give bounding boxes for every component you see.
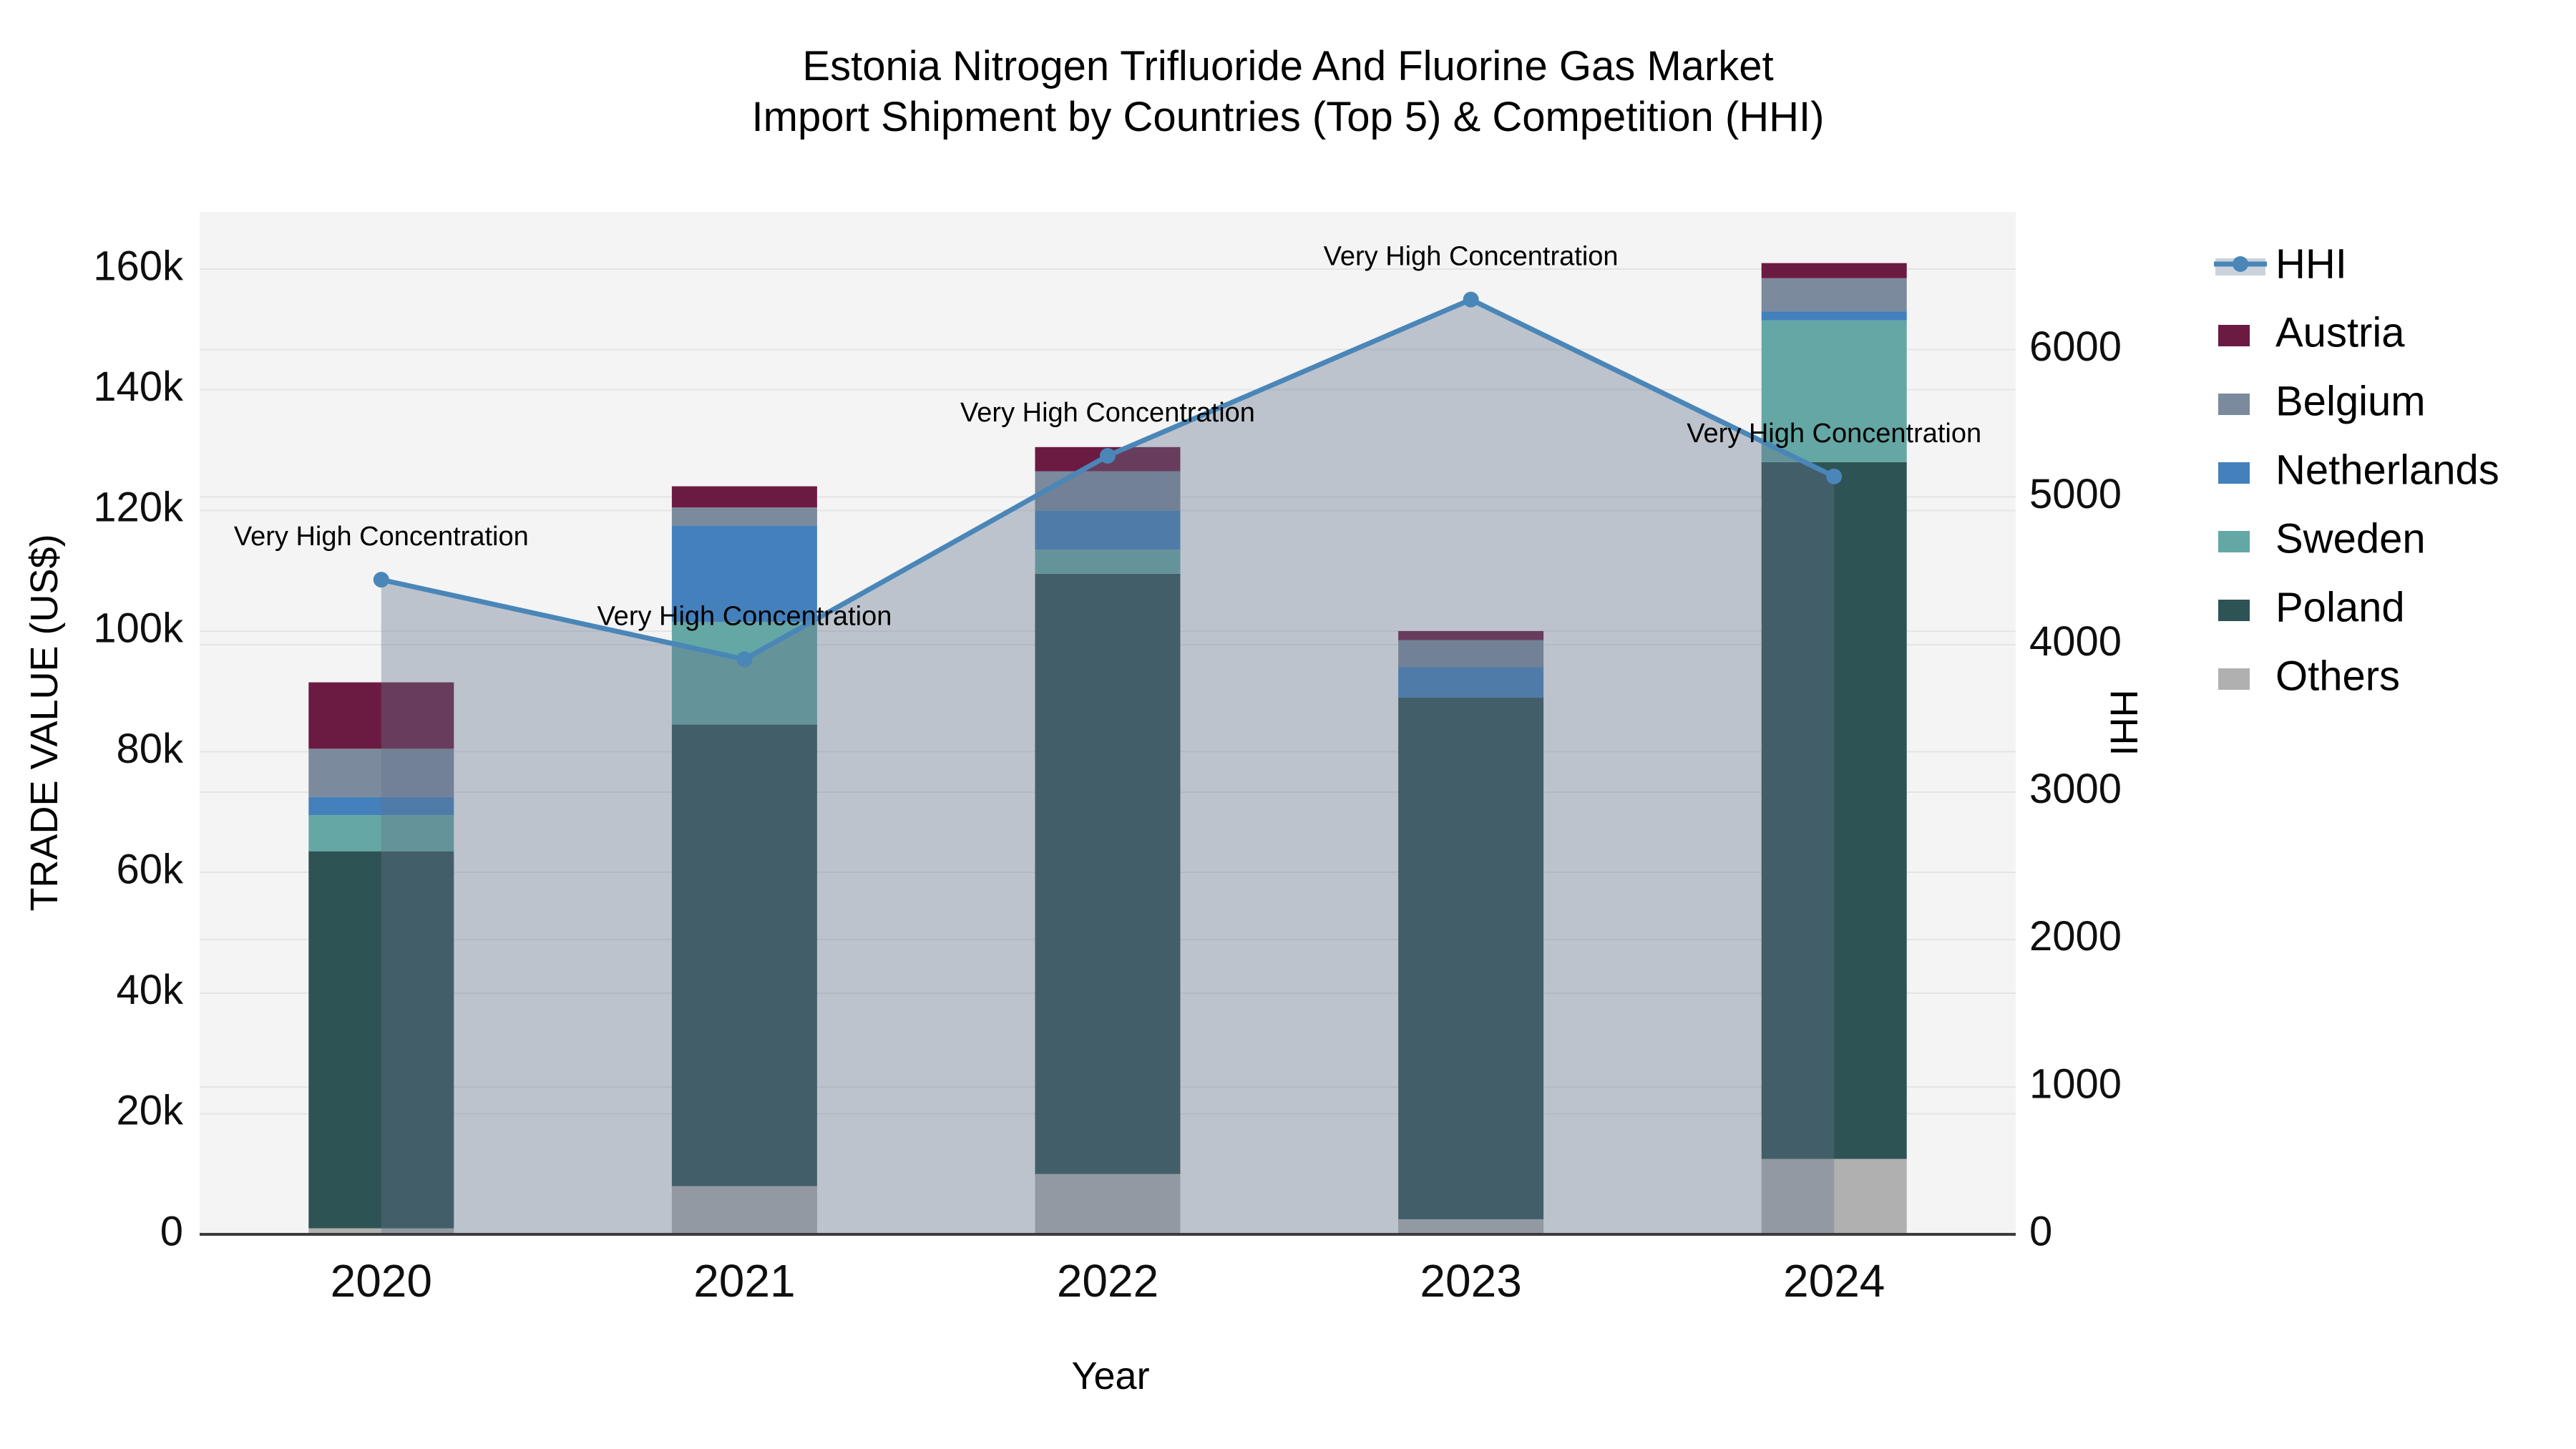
- hhi-marker-2024[interactable]: [1826, 468, 1843, 484]
- legend-swatch-belgium: [2218, 394, 2250, 415]
- bar-2020-others[interactable]: [308, 1228, 454, 1234]
- bar-2021-austria[interactable]: [671, 486, 817, 508]
- y-left-axis-title: TRADE VALUE (US$): [23, 534, 66, 912]
- legend-label-poland: Poland: [2275, 584, 2405, 630]
- x-tick-2022: 2022: [1057, 1255, 1158, 1307]
- bar-2020-sweden[interactable]: [308, 815, 454, 852]
- y-left-tick-160k: 160k: [93, 243, 184, 289]
- legend-item-hhi[interactable]: HHI: [2214, 240, 2347, 287]
- y-right-tick-6000: 6000: [2029, 323, 2122, 370]
- bar-2020-austria[interactable]: [308, 682, 454, 749]
- legend-item-austria[interactable]: Austria: [2218, 309, 2405, 356]
- bar-2024-austria[interactable]: [1761, 263, 1907, 278]
- legend-swatch-sweden: [2218, 531, 2250, 552]
- hhi-marker-2023[interactable]: [1463, 291, 1479, 308]
- bar-2024-others[interactable]: [1761, 1158, 1907, 1234]
- y-right-tick-0: 0: [2029, 1208, 2052, 1254]
- y-right-tick-3000: 3000: [2029, 766, 2122, 812]
- bar-2023-poland[interactable]: [1398, 697, 1544, 1219]
- x-tick-2020: 2020: [331, 1255, 432, 1307]
- bar-2024-netherlands[interactable]: [1761, 311, 1907, 321]
- bar-2020-belgium[interactable]: [308, 748, 454, 797]
- legend-item-netherlands[interactable]: Netherlands: [2218, 447, 2499, 493]
- y-left-tick-100k: 100k: [93, 605, 184, 651]
- chart-title: Estonia Nitrogen Trifluoride And Fluorin…: [0, 42, 2576, 143]
- y-right-tick-4000: 4000: [2029, 618, 2122, 665]
- legend-item-sweden[interactable]: Sweden: [2218, 515, 2426, 562]
- bar-2020-netherlands[interactable]: [308, 796, 454, 816]
- legend-item-poland[interactable]: Poland: [2218, 584, 2405, 630]
- legend-label-others: Others: [2275, 653, 2400, 699]
- bar-2021-netherlands[interactable]: [671, 525, 817, 623]
- y-right-tick-2000: 2000: [2029, 913, 2122, 960]
- x-tick-2024: 2024: [1783, 1255, 1885, 1307]
- bar-2021-sweden[interactable]: [671, 622, 817, 725]
- legend-label-austria: Austria: [2275, 309, 2405, 356]
- legend-swatch-austria: [2218, 325, 2250, 346]
- y-left-tick-60k: 60k: [116, 846, 184, 892]
- hhi-marker-2020[interactable]: [373, 572, 389, 588]
- hhi-marker-2022[interactable]: [1100, 448, 1116, 464]
- y-left-tick-40k: 40k: [116, 967, 184, 1013]
- annotation-2023: Very High Concentration: [1324, 242, 1619, 272]
- bar-2022-others[interactable]: [1035, 1174, 1181, 1234]
- hhi-marker-2021[interactable]: [736, 651, 753, 668]
- bar-2022-sweden[interactable]: [1035, 550, 1181, 574]
- hhi-area-fill: [381, 299, 1835, 1234]
- y-right-tick-5000: 5000: [2029, 471, 2122, 517]
- y-left-tick-80k: 80k: [116, 726, 184, 772]
- y-left-tick-140k: 140k: [93, 364, 184, 410]
- legend-swatch-others: [2218, 668, 2250, 690]
- legend-item-others[interactable]: Others: [2218, 653, 2400, 699]
- legend-label-belgium: Belgium: [2275, 378, 2426, 424]
- y-left-tick-20k: 20k: [116, 1088, 184, 1134]
- annotation-2020: Very High Concentration: [234, 522, 529, 552]
- y-left-tick-120k: 120k: [93, 484, 184, 531]
- bar-2024-belgium[interactable]: [1761, 278, 1907, 312]
- bar-2023-belgium[interactable]: [1398, 640, 1544, 668]
- x-tick-2021: 2021: [693, 1255, 795, 1307]
- bar-2023-others[interactable]: [1398, 1219, 1544, 1234]
- bar-2021-poland[interactable]: [671, 724, 817, 1186]
- legend-hhi-marker-swatch: [2233, 256, 2248, 272]
- legend-item-belgium[interactable]: Belgium: [2218, 378, 2426, 424]
- annotation-2021: Very High Concentration: [597, 601, 892, 631]
- bar-2021-others[interactable]: [671, 1186, 817, 1234]
- bar-2024-sweden[interactable]: [1761, 320, 1907, 462]
- bar-2023-netherlands[interactable]: [1398, 667, 1544, 698]
- bar-2024-poland[interactable]: [1761, 462, 1907, 1159]
- chart-title-line1: Estonia Nitrogen Trifluoride And Fluorin…: [802, 43, 1774, 89]
- bar-2020-poland[interactable]: [308, 851, 454, 1229]
- legend-label-hhi: HHI: [2275, 240, 2347, 287]
- y-right-tick-1000: 1000: [2029, 1060, 2122, 1107]
- y-left-tick-0: 0: [160, 1208, 183, 1254]
- legend-swatch-poland: [2218, 600, 2250, 621]
- x-tick-2023: 2023: [1420, 1255, 1521, 1307]
- bar-2021-belgium[interactable]: [671, 507, 817, 526]
- bar-2023-austria[interactable]: [1398, 630, 1544, 640]
- chart-title-line2: Import Shipment by Countries (Top 5) & C…: [751, 93, 1825, 140]
- bar-2022-netherlands[interactable]: [1035, 510, 1181, 550]
- bar-2022-poland[interactable]: [1035, 573, 1181, 1174]
- annotation-2024: Very High Concentration: [1687, 419, 1981, 449]
- legend-swatch-netherlands: [2218, 462, 2250, 484]
- bar-2022-belgium[interactable]: [1035, 471, 1181, 511]
- legend-label-sweden: Sweden: [2275, 515, 2426, 562]
- legend-label-netherlands: Netherlands: [2275, 447, 2499, 493]
- y-right-axis-title: HHI: [2102, 689, 2145, 756]
- annotation-2022: Very High Concentration: [960, 398, 1255, 428]
- x-axis-title: Year: [1071, 1355, 1150, 1397]
